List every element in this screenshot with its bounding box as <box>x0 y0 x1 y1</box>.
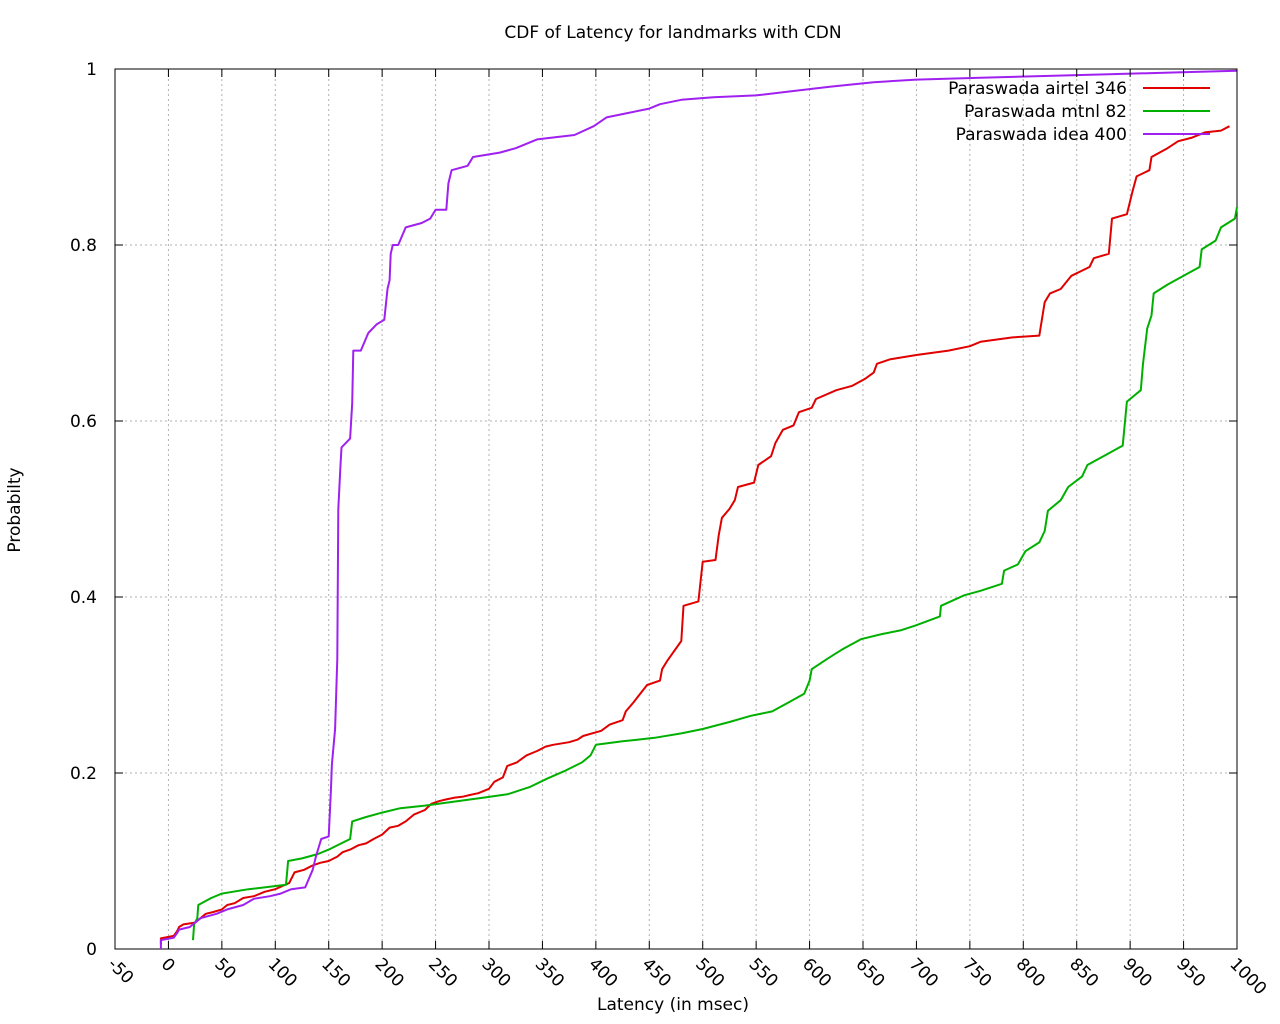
chart-title: CDF of Latency for landmarks with CDN <box>504 23 841 43</box>
series-line-1 <box>159 125 1230 945</box>
x-tick-label: 50 <box>210 954 239 983</box>
y-tick-label: 0.6 <box>70 412 97 432</box>
x-tick-label: 350 <box>531 954 568 991</box>
x-tick-label: 500 <box>691 954 728 991</box>
x-tick-label: 450 <box>638 954 675 991</box>
y-tick-label: 0.8 <box>70 236 97 256</box>
y-tick-label: 0 <box>86 940 97 960</box>
x-tick-label: 550 <box>745 954 782 991</box>
x-axis-ticks: -50 0 50 100 150 200 250 300 350 400 450 500 550 600 6… <box>103 69 1270 999</box>
legend-label: Paraswada idea 400 <box>956 125 1127 145</box>
x-tick-label: 250 <box>424 954 461 991</box>
series-layer <box>159 69 1238 949</box>
x-tick-label: 950 <box>1172 954 1209 991</box>
x-tick-label: 150 <box>317 954 354 991</box>
x-tick-label: -50 <box>103 954 137 988</box>
series-line-3 <box>159 69 1238 949</box>
x-tick-label: 700 <box>905 954 942 991</box>
grid <box>115 69 1237 949</box>
plot-frame <box>114 68 1238 950</box>
x-tick-label: 400 <box>584 954 621 991</box>
y-tick-label: 0.4 <box>70 588 97 608</box>
y-axis-label: Probabilty <box>5 467 25 552</box>
x-tick-label: 750 <box>958 954 995 991</box>
x-tick-label: 100 <box>264 954 301 991</box>
legend-label: Paraswada airtel 346 <box>948 79 1127 99</box>
y-tick-label: 1 <box>86 60 97 80</box>
x-tick-label: 200 <box>371 954 408 991</box>
x-tick-label: 800 <box>1012 954 1049 991</box>
y-axis-ticks: 0 0.2 0.4 0.6 0.8 1 <box>70 60 1237 960</box>
x-tick-label: 1000 <box>1225 954 1270 999</box>
legend: Paraswada airtel 346 Paraswada mtnl 82 Par… <box>948 79 1210 145</box>
x-tick-label: 300 <box>477 954 514 991</box>
x-axis-label: Latency (in msec) <box>597 995 749 1015</box>
x-tick-label: 600 <box>798 954 835 991</box>
x-tick-label: 850 <box>1065 954 1102 991</box>
x-tick-label: 650 <box>851 954 888 991</box>
y-tick-label: 0.2 <box>70 764 97 784</box>
x-tick-label: 900 <box>1119 954 1156 991</box>
legend-label: Paraswada mtnl 82 <box>964 102 1127 122</box>
x-tick-label: 0 <box>157 954 179 976</box>
series-line-2 <box>192 207 1238 941</box>
